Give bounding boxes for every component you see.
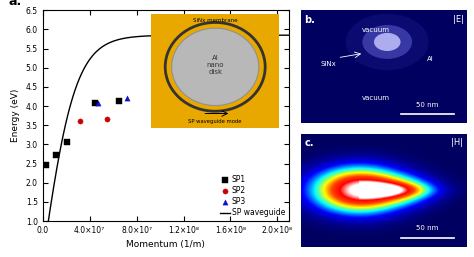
SP2 [103, 117, 111, 122]
Text: c.: c. [304, 138, 314, 148]
SP3 [123, 96, 131, 100]
Text: SiNx: SiNx [321, 61, 337, 67]
SP1 [115, 99, 123, 104]
Text: Al: Al [427, 56, 434, 61]
Text: |H|: |H| [451, 138, 464, 147]
SP2 [76, 118, 84, 123]
SP1 [64, 140, 71, 144]
SP3 [165, 88, 173, 92]
Circle shape [362, 25, 412, 59]
SP1 [42, 163, 49, 167]
X-axis label: Momentum (1/m): Momentum (1/m) [127, 241, 205, 250]
Text: b.: b. [304, 15, 315, 25]
Text: vacuum: vacuum [362, 95, 390, 101]
Circle shape [346, 14, 428, 70]
Legend: SP1, SP2, SP3, SP waveguide: SP1, SP2, SP3, SP waveguide [220, 176, 285, 217]
Text: |E|: |E| [453, 15, 464, 24]
SP1 [206, 56, 213, 60]
Circle shape [374, 33, 401, 51]
SP3 [94, 101, 101, 105]
Y-axis label: Energy (eV): Energy (eV) [11, 89, 20, 142]
SP3 [170, 86, 178, 90]
Text: 50 nm: 50 nm [416, 225, 438, 231]
Text: a.: a. [8, 0, 21, 8]
SP1 [91, 101, 99, 105]
SP1 [52, 153, 59, 157]
Text: vacuum: vacuum [362, 27, 390, 33]
Text: 50 nm: 50 nm [416, 102, 438, 107]
SP2 [209, 67, 217, 71]
